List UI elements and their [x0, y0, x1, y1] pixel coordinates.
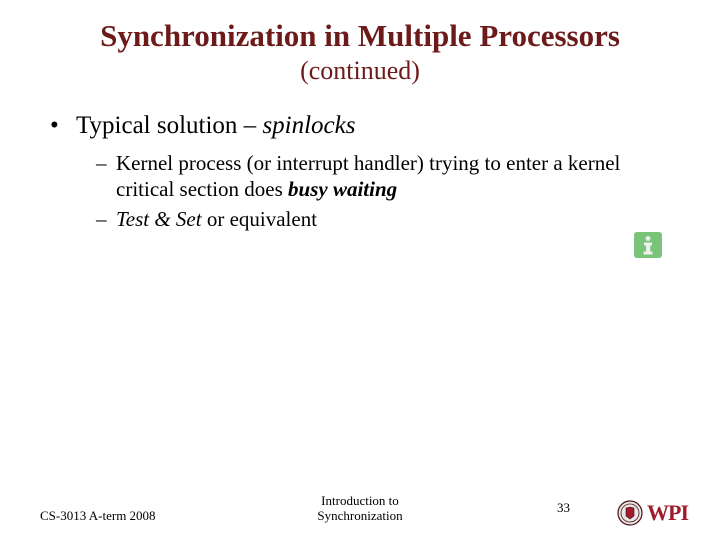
- text-run: or equivalent: [202, 207, 317, 231]
- footer: CS-3013 A-term 2008 Introduction to Sync…: [0, 484, 720, 524]
- slide: Synchronization in Multiple Processors (…: [0, 0, 720, 540]
- footer-left: CS-3013 A-term 2008: [40, 508, 156, 524]
- bullet-level2: – Kernel process (or interrupt handler) …: [96, 150, 680, 203]
- text-emphasis: Test & Set: [116, 207, 202, 231]
- logo-text: WPI: [647, 500, 688, 526]
- footer-center-line: Synchronization: [317, 508, 402, 524]
- wpi-logo: WPI: [617, 500, 688, 526]
- page-number: 33: [557, 500, 570, 516]
- bullet-level1: • Typical solution – spinlocks: [50, 112, 680, 140]
- bullet-text: Kernel process (or interrupt handler) tr…: [116, 150, 680, 203]
- text-emphasis: spinlocks: [262, 112, 355, 139]
- bullet-marker: •: [50, 112, 76, 140]
- bullet-text: Typical solution – spinlocks: [76, 112, 355, 140]
- info-icon[interactable]: [634, 232, 662, 258]
- footer-center: Introduction to Synchronization: [317, 493, 402, 524]
- slide-subtitle: (continued): [40, 56, 680, 86]
- bullet-text: Test & Set or equivalent: [116, 206, 317, 232]
- text-run: Typical solution –: [76, 112, 262, 139]
- footer-center-line: Introduction to: [317, 493, 402, 509]
- text-emphasis: busy waiting: [288, 177, 397, 201]
- dash-marker: –: [96, 206, 116, 232]
- body: • Typical solution – spinlocks – Kernel …: [40, 112, 680, 233]
- bullet-level2: – Test & Set or equivalent: [96, 206, 680, 232]
- slide-title: Synchronization in Multiple Processors: [40, 18, 680, 54]
- dash-marker: –: [96, 150, 116, 176]
- seal-icon: [617, 500, 643, 526]
